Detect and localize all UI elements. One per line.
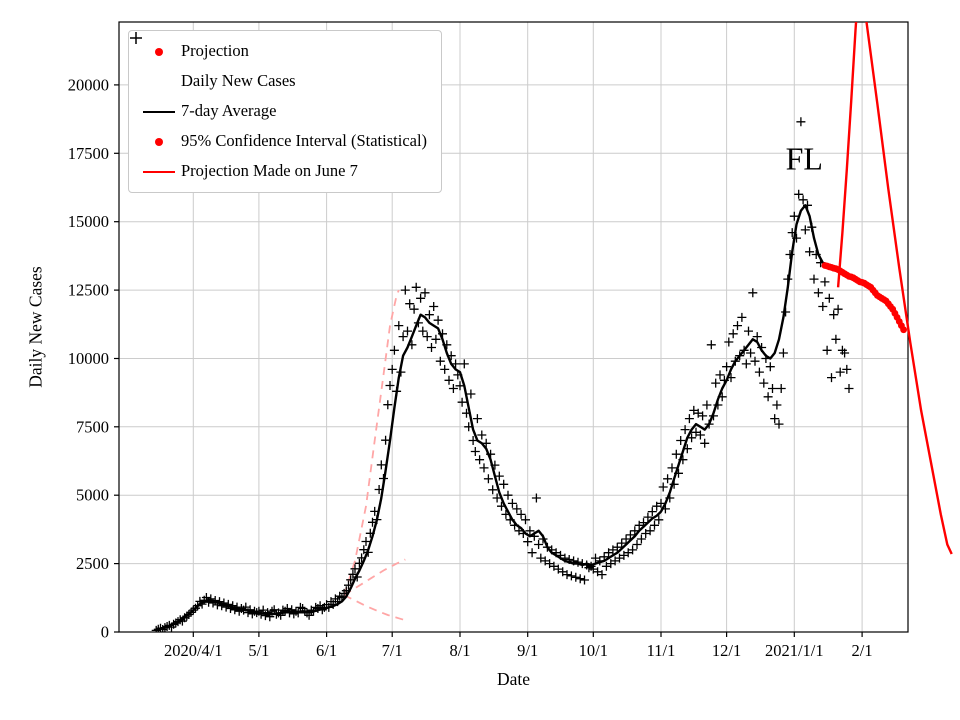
series-layer bbox=[151, 22, 953, 632]
x-tick-label: 9/1 bbox=[517, 641, 538, 660]
y-tick-label: 2500 bbox=[76, 554, 109, 573]
legend: Projection Daily New Cases 7-day Average 95… bbox=[128, 30, 443, 193]
confidence-interval-line bbox=[343, 289, 400, 596]
y-tick-label: 17500 bbox=[68, 144, 109, 163]
confidence-interval-line bbox=[343, 558, 406, 596]
line-marker-icon bbox=[137, 110, 181, 113]
y-tick-label: 5000 bbox=[76, 486, 109, 505]
legend-label: Projection Made on June 7 bbox=[181, 161, 358, 181]
legend-item-2: 7-day Average bbox=[137, 100, 427, 123]
dot-marker-icon bbox=[137, 47, 181, 56]
y-tick-label: 10000 bbox=[68, 349, 109, 368]
dot-marker-icon bbox=[137, 137, 181, 146]
legend-item-1: Daily New Cases bbox=[130, 32, 427, 93]
x-tick-label: 2021/1/1 bbox=[765, 641, 824, 660]
legend-label: 95% Confidence Interval (Statistical) bbox=[181, 131, 428, 151]
tick-marks bbox=[114, 84, 863, 637]
legend-label: Daily New Cases bbox=[181, 71, 296, 91]
seven-day-average-line bbox=[155, 204, 826, 631]
june7-projection-line bbox=[836, 22, 953, 555]
legend-item-4: Projection Made on June 7 bbox=[137, 160, 427, 183]
x-tick-label: 8/1 bbox=[449, 641, 470, 660]
x-tick-label: 6/1 bbox=[316, 641, 337, 660]
y-axis-title: Daily New Cases bbox=[25, 266, 46, 388]
y-tick-label: 20000 bbox=[68, 75, 109, 94]
legend-label: 7-day Average bbox=[181, 101, 277, 121]
y-tick-label: 0 bbox=[101, 623, 109, 642]
legend-item-3: 95% Confidence Interval (Statistical) bbox=[137, 130, 427, 153]
x-tick-label: 11/1 bbox=[647, 641, 676, 660]
x-axis-title: Date bbox=[496, 669, 531, 689]
x-tick-label: 5/1 bbox=[248, 641, 269, 660]
legend-label: Projection bbox=[181, 41, 249, 61]
x-tick-label: 10/1 bbox=[579, 641, 608, 660]
line-marker-icon bbox=[137, 170, 181, 173]
x-tick-label: 2/1 bbox=[852, 641, 873, 660]
projection-dots bbox=[821, 262, 907, 334]
legend-item-0: Projection bbox=[137, 40, 427, 63]
confidence-interval-line bbox=[343, 594, 406, 622]
x-tick-label: 12/1 bbox=[712, 641, 741, 660]
x-tick-label: 7/1 bbox=[382, 641, 403, 660]
x-tick-label: 2020/4/1 bbox=[164, 641, 223, 660]
y-tick-label: 12500 bbox=[68, 281, 109, 300]
tick-labels: 2020/4/1 5/1 6/1 7/1 8/1 9/1 10/1 11/1 12/1 2021/… bbox=[68, 75, 873, 660]
daily-cases-scatter bbox=[151, 117, 854, 632]
y-tick-label: 15000 bbox=[68, 212, 109, 231]
state-annotation: FL bbox=[786, 141, 823, 177]
y-tick-label: 7500 bbox=[76, 417, 109, 436]
